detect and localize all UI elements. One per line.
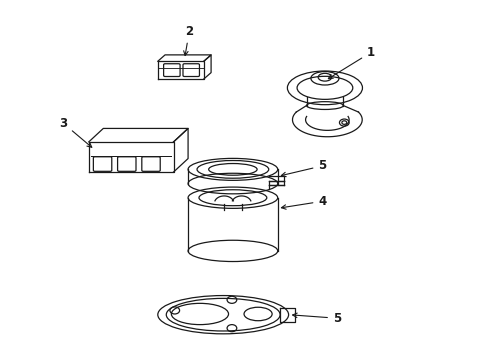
Text: 3: 3 (59, 117, 92, 147)
Text: 4: 4 (281, 195, 327, 209)
Text: 2: 2 (184, 24, 194, 55)
Text: 5: 5 (293, 312, 341, 325)
Text: 5: 5 (281, 159, 327, 177)
Text: 1: 1 (328, 46, 375, 78)
